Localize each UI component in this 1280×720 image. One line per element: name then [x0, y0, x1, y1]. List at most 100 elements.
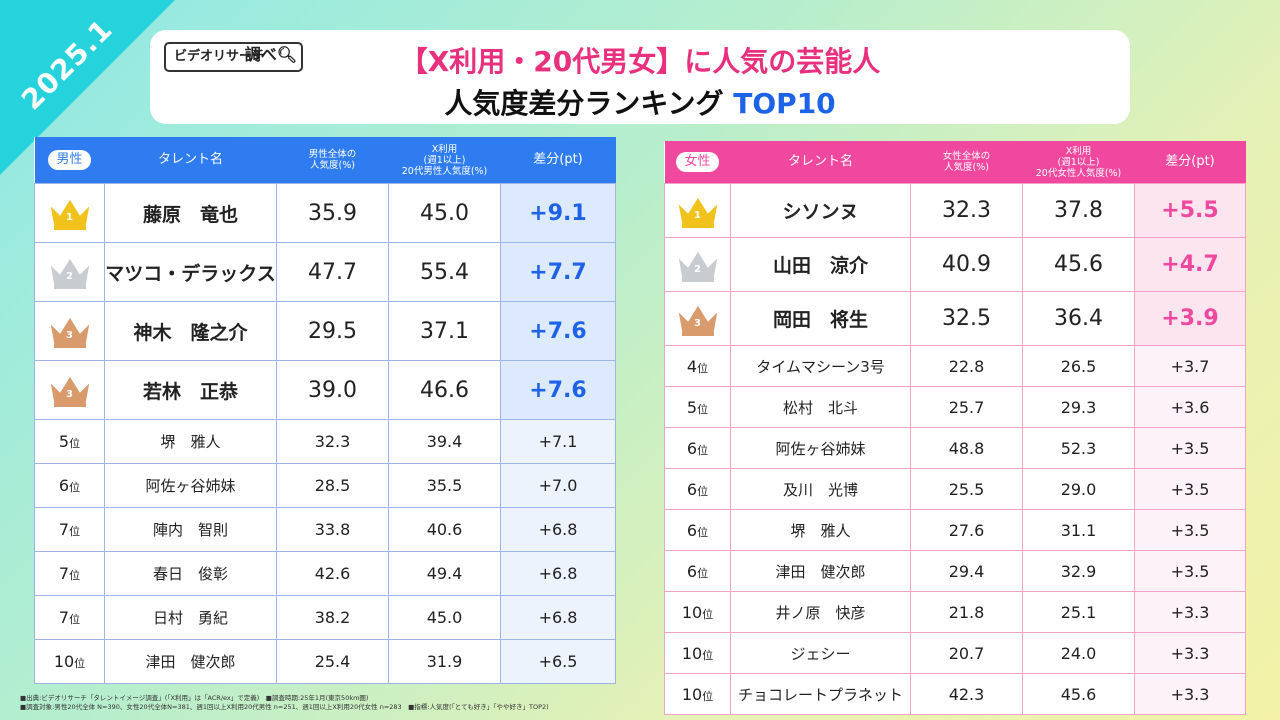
rank-number: 6: [686, 520, 698, 540]
overall-popularity: 21.8: [910, 591, 1023, 633]
talent-name: 及川 光博: [730, 468, 911, 510]
male-rank-row: 7位 日村 勇紀 38.2 45.0 +6.8: [34, 595, 616, 640]
overall-popularity: 29.5: [276, 301, 389, 361]
diff-points: +3.3: [1134, 632, 1246, 674]
overall-popularity: 28.5: [276, 463, 389, 508]
rank-cell: 7位: [34, 507, 105, 552]
page-subtitle: 人気度差分ランキング TOP10: [150, 82, 1130, 122]
x-user-popularity: 31.9: [388, 639, 501, 684]
rank-suffix: 位: [69, 437, 81, 450]
female-top-row: 1 シソンヌ 32.3 37.8 +5.5: [664, 183, 1246, 238]
overall-popularity: 25.7: [910, 386, 1023, 428]
diff-points: +7.0: [500, 463, 616, 508]
overall-popularity: 48.8: [910, 427, 1023, 469]
rank-cell: 6位: [664, 427, 731, 469]
rank-suffix: 位: [69, 525, 81, 538]
female-rank-row: 4位 タイムマシーン3号 22.8 26.5 +3.7: [664, 345, 1246, 387]
talent-name: 神木 隆之介: [104, 301, 277, 361]
female-table-header: 女性 タレント名 女性全体の 人気度(%) X利用 (週1以上) 20代女性人気…: [664, 141, 1246, 184]
male-rank-row: 6位 阿佐ヶ谷姉妹 28.5 35.5 +7.0: [34, 463, 616, 508]
diff-points: +3.5: [1134, 427, 1246, 469]
male-ranking-table: 男性 タレント名 男性全体の 人気度(%) X利用 (週1以上) 20代男性人気…: [34, 137, 616, 684]
talent-name: 山田 涼介: [730, 237, 911, 292]
diff-points: +7.1: [500, 419, 616, 464]
male-header-xusers-text: X利用 (週1以上) 20代男性人気度(%): [401, 143, 488, 177]
diff-points: +7.7: [500, 242, 616, 302]
rank-number: 7: [58, 564, 70, 583]
overall-popularity: 32.3: [910, 183, 1023, 238]
diff-points: +3.3: [1134, 591, 1246, 633]
talent-name: 藤原 竜也: [104, 183, 277, 243]
crown-rank-number: 3: [66, 330, 73, 341]
title-banner: ビデオリサーチ 調べ🔍︎ 【X利用・20代男女】に人気の芸能人 人気度差分ランキ…: [150, 30, 1130, 124]
brand-logo: ビデオリサーチ 調べ🔍︎: [164, 42, 304, 72]
talent-name: 津田 健次郎: [730, 550, 911, 592]
overall-popularity: 38.2: [276, 595, 389, 640]
talent-name: シソンヌ: [730, 183, 911, 238]
overall-popularity: 32.3: [276, 419, 389, 464]
rank-cell: 7位: [34, 551, 105, 596]
logo-text: ビデオリサーチ: [174, 49, 266, 64]
crown-icon: 3: [46, 311, 94, 351]
crown-rank-number: 2: [66, 271, 73, 282]
rank-crown-cell: 3: [664, 291, 731, 346]
overall-popularity: 25.5: [910, 468, 1023, 510]
footnote-line: ■調査対象:男性20代全体 N=390、女性20代全体N=381、週1回以上X利…: [20, 703, 549, 711]
overall-popularity: 42.3: [910, 673, 1023, 715]
crown-icon: 3: [46, 370, 94, 410]
male-gender-cell: 男性: [34, 137, 105, 184]
x-user-popularity: 52.3: [1022, 427, 1135, 469]
female-rank-row: 5位 松村 北斗 25.7 29.3 +3.6: [664, 386, 1246, 428]
footnotes: ■出典:ビデオリサーチ「タレントイメージ調査」(「X利用」は「ACR/ex」で定…: [20, 694, 549, 712]
female-top-row: 2 山田 涼介 40.9 45.6 +4.7: [664, 237, 1246, 292]
female-gender-label: 女性: [676, 152, 719, 172]
diff-points: +6.8: [500, 507, 616, 552]
male-top-row: 3 神木 隆之介 29.5 37.1 +7.6: [34, 301, 616, 361]
diff-points: +7.6: [500, 301, 616, 361]
talent-name: マツコ・デラックス: [104, 242, 277, 302]
overall-popularity: 29.4: [910, 550, 1023, 592]
rank-cell: 6位: [664, 468, 731, 510]
rank-suffix: 位: [697, 443, 709, 457]
x-user-popularity: 35.5: [388, 463, 501, 508]
x-user-popularity: 25.1: [1022, 591, 1135, 633]
page-title: 【X利用・20代男女】に人気の芸能人: [399, 45, 881, 78]
female-header-xusers: X利用 (週1以上) 20代女性人気度(%): [1022, 141, 1135, 184]
rank-suffix: 位: [69, 613, 81, 626]
female-ranking-table: 女性 タレント名 女性全体の 人気度(%) X利用 (週1以上) 20代女性人気…: [664, 141, 1246, 715]
female-header-overall-text: 女性全体の 人気度(%): [942, 151, 991, 173]
rank-crown-cell: 2: [34, 242, 105, 302]
diff-points: +3.7: [1134, 345, 1246, 387]
male-gender-label: 男性: [48, 150, 91, 170]
rank-number: 6: [58, 476, 70, 495]
diff-points: +9.1: [500, 183, 616, 243]
rank-number: 10: [53, 652, 75, 671]
crown-icon: 1: [46, 193, 94, 233]
x-user-popularity: 45.6: [1022, 673, 1135, 715]
female-rank-row: 10位 井ノ原 快彦 21.8 25.1 +3.3: [664, 591, 1246, 633]
x-user-popularity: 45.0: [388, 595, 501, 640]
x-user-popularity: 46.6: [388, 360, 501, 420]
rank-suffix: 位: [697, 361, 709, 375]
overall-popularity: 32.5: [910, 291, 1023, 346]
rank-number: 10: [681, 643, 703, 663]
rank-suffix: 位: [697, 484, 709, 498]
footnote-line: ■出典:ビデオリサーチ「タレントイメージ調査」(「X利用」は「ACR/ex」で定…: [20, 694, 369, 702]
rank-suffix: 位: [69, 481, 81, 494]
x-user-popularity: 36.4: [1022, 291, 1135, 346]
rank-cell: 10位: [664, 632, 731, 674]
male-header-overall-text: 男性全体の 人気度(%): [308, 149, 357, 171]
overall-popularity: 40.9: [910, 237, 1023, 292]
overall-popularity: 25.4: [276, 639, 389, 684]
talent-name: チョコレートプラネット: [730, 673, 911, 715]
rank-cell: 6位: [664, 509, 731, 551]
rank-number: 6: [686, 561, 698, 581]
logo-tag: 調べ: [244, 45, 277, 64]
male-header-diff: 差分(pt): [500, 137, 616, 184]
subtitle-main: 人気度差分ランキング: [444, 87, 734, 120]
crown-rank-number: 1: [694, 209, 701, 221]
male-rest-rows: 5位堺 雅人 32.3 39.4 +7.1 6位 阿佐ヶ谷姉妹 28.5 35.5 +7.0 7位…: [34, 419, 616, 684]
overall-popularity: 33.8: [276, 507, 389, 552]
rank-crown-cell: 3: [34, 301, 105, 361]
diff-points: +6.8: [500, 551, 616, 596]
